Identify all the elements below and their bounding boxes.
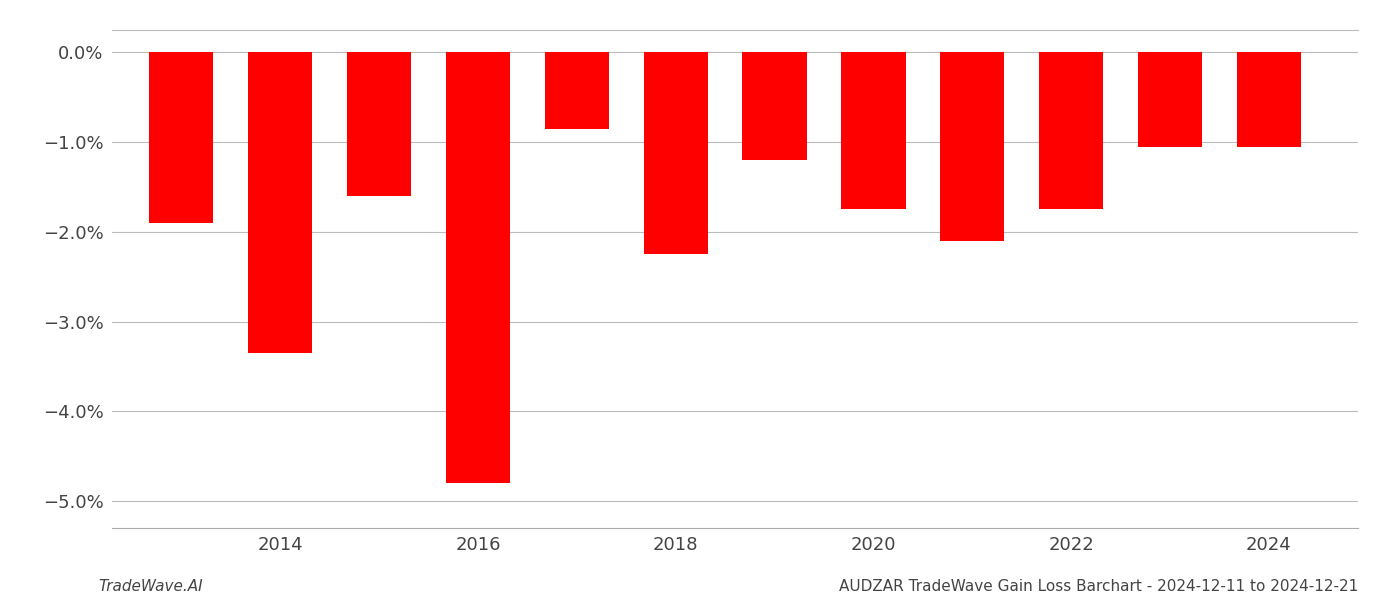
Bar bbox=[445, 52, 510, 483]
Bar bbox=[941, 52, 1004, 241]
Bar bbox=[347, 52, 412, 196]
Bar bbox=[742, 52, 806, 160]
Bar bbox=[148, 52, 213, 223]
Bar bbox=[545, 52, 609, 129]
Bar bbox=[644, 52, 708, 254]
Text: AUDZAR TradeWave Gain Loss Barchart - 2024-12-11 to 2024-12-21: AUDZAR TradeWave Gain Loss Barchart - 20… bbox=[839, 579, 1358, 594]
Bar bbox=[1039, 52, 1103, 209]
Bar bbox=[1138, 52, 1203, 146]
Bar bbox=[841, 52, 906, 209]
Bar bbox=[1236, 52, 1301, 146]
Text: TradeWave.AI: TradeWave.AI bbox=[98, 579, 203, 594]
Bar bbox=[248, 52, 312, 353]
